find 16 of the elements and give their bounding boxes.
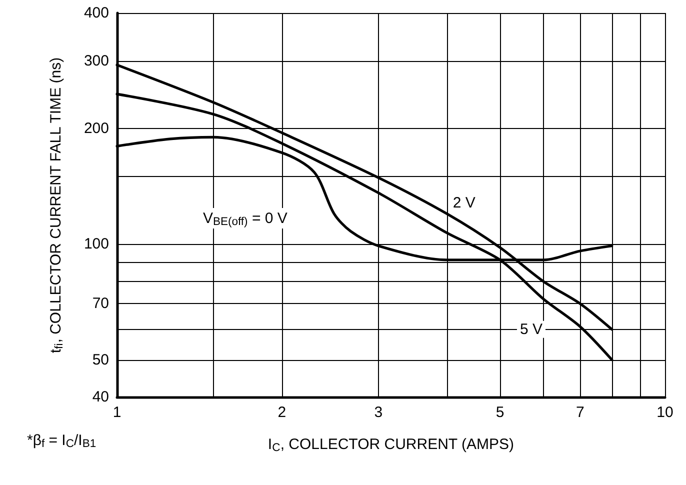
y-tick-label: 300: [84, 52, 109, 70]
y-tick-label: 400: [84, 4, 109, 22]
y-tick-label: 40: [92, 388, 109, 406]
y-axis-title: tfi, COLLECTOR CURRENT FALL TIME (ns): [47, 57, 66, 354]
y-tick-label: 100: [84, 236, 109, 253]
annotation: 5 V: [520, 320, 542, 338]
x-tick-label: 1: [112, 404, 122, 421]
x-tick-label: 3: [374, 404, 383, 421]
x-tick-label: 7: [576, 404, 584, 421]
y-tick-label: 200: [84, 120, 109, 138]
y-tick-label: 50: [92, 351, 109, 368]
x-tick-label: 5: [496, 404, 504, 421]
x-tick-label: 2: [278, 404, 286, 421]
y-tick-label: 70: [92, 295, 109, 312]
annotation: 2 V: [452, 194, 476, 212]
x-tick-label: 10: [656, 404, 674, 421]
